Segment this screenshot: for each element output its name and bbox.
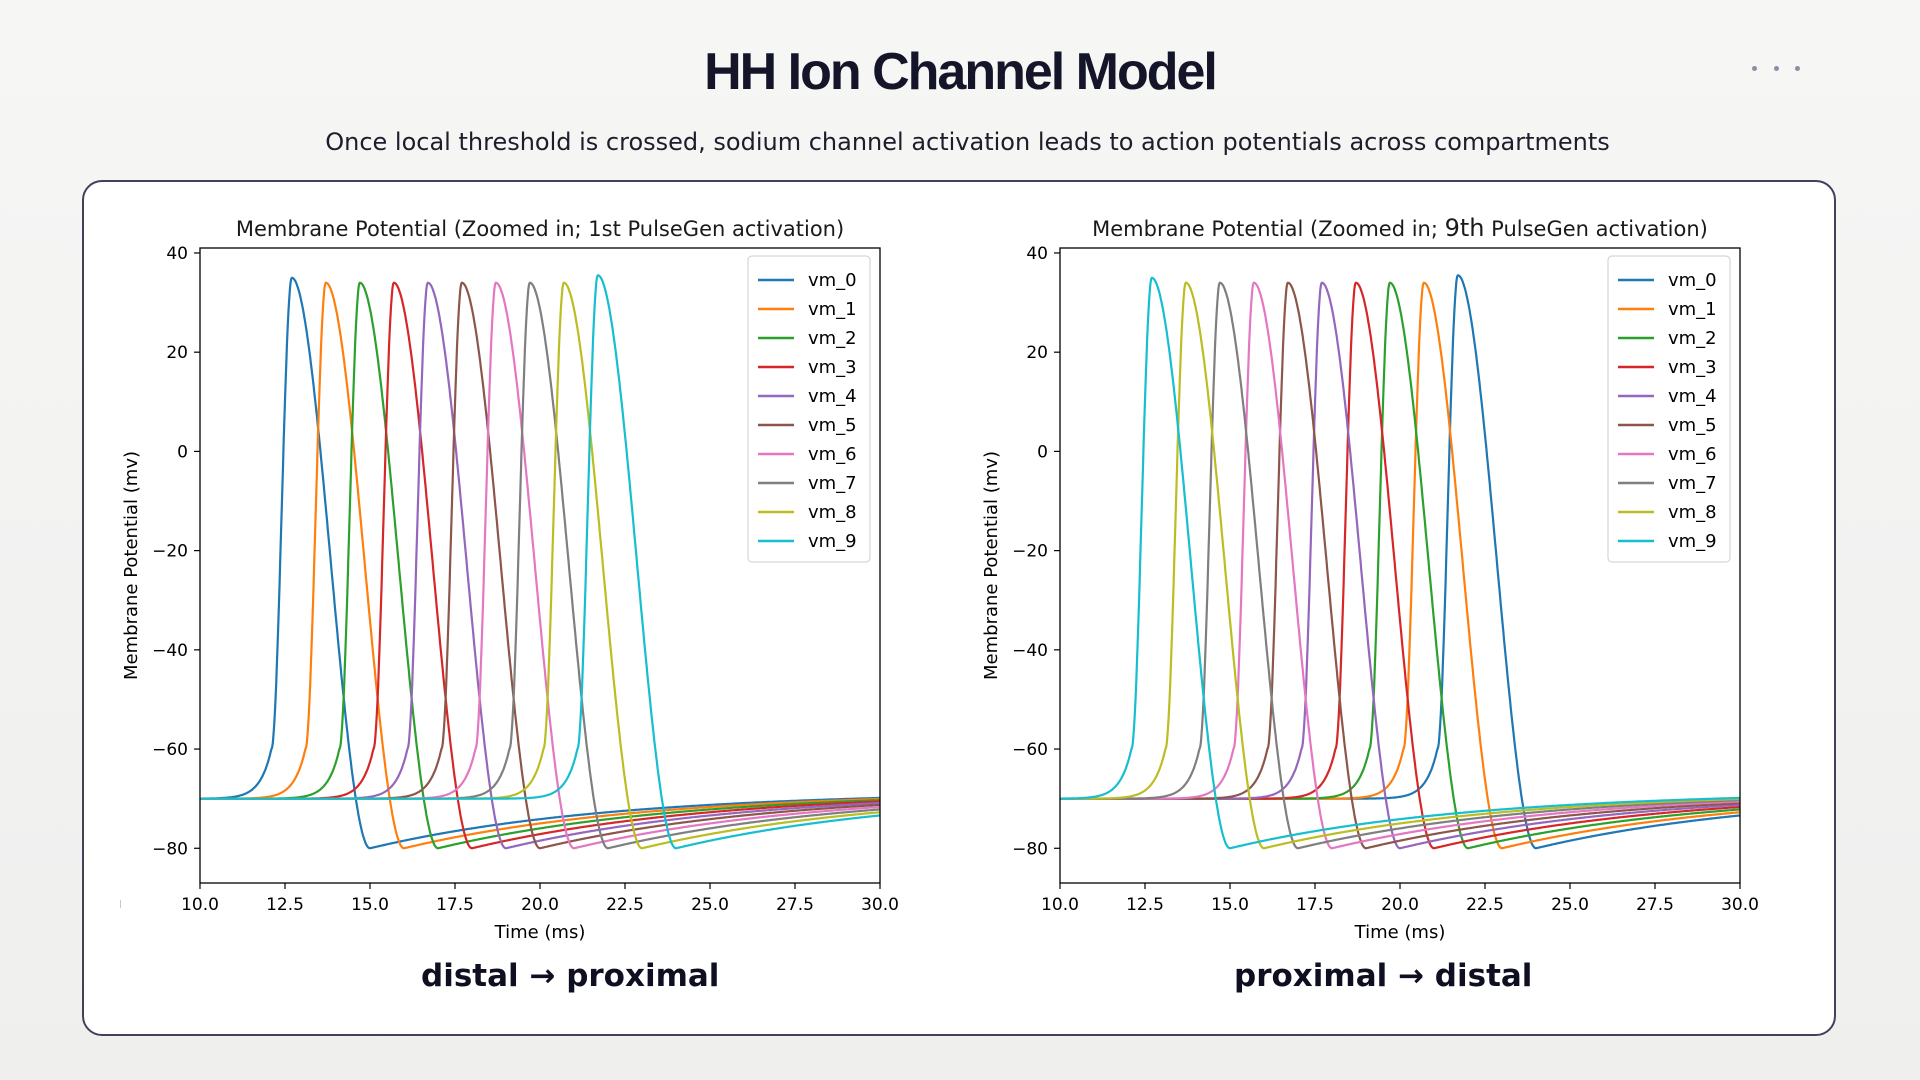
caption-right: proximal → distal (1234, 958, 1533, 994)
legend-label-vm_7: vm_7 (808, 473, 857, 494)
legend-box (747, 255, 871, 563)
page-title: HH Ion Channel Model (704, 43, 1218, 101)
y-tick-label: 0 (177, 442, 188, 462)
y-tick-label: 20 (1026, 343, 1048, 363)
y-tick-label: 40 (166, 244, 188, 264)
legend-label-vm_1: vm_1 (808, 299, 857, 320)
legend-label-vm_5: vm_5 (808, 415, 857, 436)
series-line-vm_7 (1059, 281, 1741, 850)
x-tick-label: 25.0 (1551, 895, 1589, 915)
x-tick-label: 22.5 (606, 895, 644, 915)
legend-label-vm_6: vm_6 (808, 444, 857, 465)
y-axis-label: Membrane Potential (mv) (981, 451, 1002, 680)
chart-title: Membrane Potential (Zoomed in; 9th Pulse… (1092, 214, 1708, 242)
y-tick-label: −40 (152, 641, 188, 661)
legend-label-vm_2: vm_2 (1668, 328, 1717, 349)
x-tick-label: 30.0 (1721, 895, 1759, 915)
y-axis-label: Membrane Potential (mv) (121, 451, 142, 680)
legend-label-vm_2: vm_2 (808, 328, 857, 349)
more-dot (1773, 65, 1779, 71)
series-line-vm_6 (1059, 281, 1741, 850)
x-axis-label: Time (ms) (1354, 922, 1446, 943)
y-tick-label: −40 (1012, 641, 1048, 661)
y-tick-label: −80 (152, 839, 188, 859)
x-tick-label: 25.0 (691, 895, 729, 915)
x-tick-label: 17.5 (1296, 895, 1334, 915)
legend-label-vm_7: vm_7 (1668, 473, 1717, 494)
x-tick-label: 12.5 (266, 895, 304, 915)
y-tick-label: 40 (1026, 244, 1048, 264)
legend-box (1607, 255, 1731, 563)
legend-label-vm_4: vm_4 (808, 386, 857, 407)
series-line-vm_1 (199, 281, 881, 850)
y-tick-label: −20 (1012, 542, 1048, 562)
y-tick-label: 0 (1037, 442, 1048, 462)
series-line-vm_8 (1059, 281, 1741, 850)
legend-label-vm_1: vm_1 (1668, 299, 1717, 320)
x-axis-label: Time (ms) (494, 922, 586, 943)
content-card (82, 180, 1836, 1036)
y-tick-label: −20 (152, 542, 188, 562)
chart-title: Membrane Potential (Zoomed in; 1st Pulse… (236, 217, 844, 241)
x-tick-label: 27.5 (1636, 895, 1674, 915)
y-tick-label: −60 (1012, 740, 1048, 760)
y-tick-label: 20 (166, 343, 188, 363)
y-tick-label: −80 (1012, 839, 1048, 859)
chart-left: Membrane Potential (Zoomed in; 1st Pulse… (121, 217, 899, 943)
series-line-vm_0 (199, 276, 881, 850)
chart-title-part: PulseGen activation) (1485, 217, 1708, 241)
chart-right: Membrane Potential (Zoomed in; 9th Pulse… (981, 214, 1759, 943)
x-tick-label: 17.5 (436, 895, 474, 915)
divider (120, 900, 121, 908)
legend-label-vm_3: vm_3 (1668, 357, 1717, 378)
caption-left: distal → proximal (421, 958, 720, 994)
x-tick-label: 15.0 (1211, 895, 1249, 915)
legend-label-vm_5: vm_5 (1668, 415, 1717, 436)
x-tick-label: 10.0 (1041, 895, 1079, 915)
series-line-vm_9 (199, 274, 881, 850)
x-tick-label: 12.5 (1126, 895, 1164, 915)
legend-label-vm_9: vm_9 (1668, 531, 1717, 552)
series-line-vm_2 (199, 281, 881, 850)
legend-label-vm_9: vm_9 (808, 531, 857, 552)
y-tick-label: −60 (152, 740, 188, 760)
legend-label-vm_8: vm_8 (1668, 502, 1717, 523)
x-tick-label: 30.0 (861, 895, 899, 915)
x-tick-label: 20.0 (521, 895, 559, 915)
x-tick-label: 27.5 (776, 895, 814, 915)
page-subtitle: Once local threshold is crossed, sodium … (325, 128, 1610, 156)
more-dot (1795, 65, 1800, 71)
x-tick-label: 20.0 (1381, 895, 1419, 915)
chart-title-part: Membrane Potential (Zoomed in; (1092, 217, 1444, 241)
more-options-icon[interactable] (1752, 56, 1800, 80)
legend-label-vm_0: vm_0 (1668, 270, 1717, 291)
legend-label-vm_4: vm_4 (1668, 386, 1717, 407)
x-tick-label: 15.0 (351, 895, 389, 915)
x-tick-label: 22.5 (1466, 895, 1504, 915)
legend-label-vm_0: vm_0 (808, 270, 857, 291)
legend-label-vm_8: vm_8 (808, 502, 857, 523)
more-dot (1752, 65, 1757, 71)
x-tick-label: 10.0 (181, 895, 219, 915)
chart-title-part: 9th (1445, 214, 1485, 242)
legend-label-vm_3: vm_3 (808, 357, 857, 378)
series-line-vm_9 (1059, 276, 1741, 850)
legend-label-vm_6: vm_6 (1668, 444, 1717, 465)
